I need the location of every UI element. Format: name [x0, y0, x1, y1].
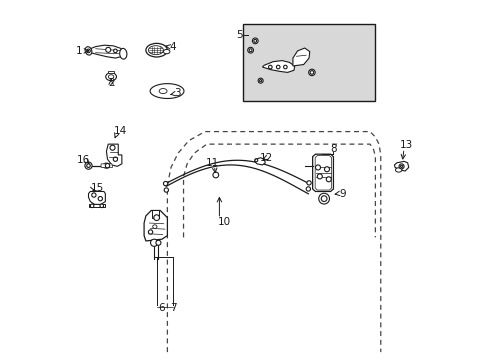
- Circle shape: [305, 187, 310, 191]
- Polygon shape: [88, 192, 105, 204]
- Polygon shape: [108, 71, 114, 73]
- Ellipse shape: [145, 43, 167, 57]
- Circle shape: [268, 65, 271, 69]
- Circle shape: [156, 240, 161, 245]
- Circle shape: [400, 165, 402, 167]
- Polygon shape: [312, 154, 333, 192]
- Text: 16: 16: [76, 155, 90, 165]
- Ellipse shape: [105, 73, 116, 81]
- Circle shape: [163, 181, 167, 186]
- Text: 3: 3: [170, 88, 181, 98]
- Text: 10: 10: [218, 217, 231, 227]
- Circle shape: [259, 80, 261, 82]
- Circle shape: [247, 47, 253, 53]
- Text: 12: 12: [260, 153, 273, 163]
- Circle shape: [283, 65, 286, 69]
- Circle shape: [212, 172, 218, 178]
- Circle shape: [276, 65, 280, 69]
- Text: 1: 1: [76, 46, 88, 56]
- Polygon shape: [152, 211, 159, 218]
- Circle shape: [317, 174, 322, 179]
- Text: 2: 2: [107, 78, 114, 88]
- Circle shape: [253, 40, 256, 42]
- Ellipse shape: [148, 46, 163, 55]
- Text: 11: 11: [205, 158, 219, 168]
- Circle shape: [90, 204, 94, 208]
- Text: 5: 5: [235, 30, 242, 40]
- Circle shape: [150, 239, 158, 246]
- Circle shape: [105, 47, 110, 52]
- Circle shape: [148, 230, 152, 234]
- Circle shape: [92, 193, 96, 197]
- Bar: [242, 24, 375, 101]
- Circle shape: [315, 165, 320, 170]
- Polygon shape: [394, 161, 408, 171]
- Circle shape: [252, 38, 258, 44]
- Circle shape: [258, 78, 263, 83]
- Ellipse shape: [102, 163, 110, 168]
- Text: 15: 15: [91, 183, 104, 193]
- Text: 13: 13: [399, 140, 412, 150]
- Polygon shape: [106, 144, 122, 166]
- Circle shape: [306, 181, 310, 185]
- Circle shape: [86, 164, 90, 167]
- Polygon shape: [292, 48, 309, 66]
- Polygon shape: [150, 84, 183, 99]
- Circle shape: [254, 159, 257, 162]
- Text: 9: 9: [339, 189, 346, 199]
- Circle shape: [85, 162, 92, 169]
- Circle shape: [110, 145, 115, 150]
- Polygon shape: [144, 211, 167, 241]
- Circle shape: [324, 167, 329, 172]
- Circle shape: [113, 49, 117, 53]
- Circle shape: [86, 49, 90, 53]
- Polygon shape: [101, 164, 112, 167]
- Ellipse shape: [152, 225, 157, 228]
- Circle shape: [105, 163, 109, 168]
- Ellipse shape: [159, 89, 167, 94]
- Circle shape: [153, 215, 159, 221]
- Ellipse shape: [395, 168, 401, 172]
- Circle shape: [98, 197, 102, 201]
- Circle shape: [325, 177, 330, 182]
- Circle shape: [113, 157, 117, 161]
- Ellipse shape: [163, 49, 169, 54]
- Text: 14: 14: [114, 126, 127, 135]
- Ellipse shape: [108, 75, 114, 79]
- Polygon shape: [254, 158, 265, 165]
- Circle shape: [249, 49, 251, 51]
- Circle shape: [318, 193, 329, 204]
- Polygon shape: [86, 45, 124, 58]
- Circle shape: [164, 188, 168, 192]
- Text: 6: 6: [158, 303, 164, 314]
- Polygon shape: [262, 60, 294, 72]
- Text: 4: 4: [165, 42, 176, 52]
- Ellipse shape: [120, 48, 126, 59]
- Polygon shape: [88, 204, 105, 207]
- Ellipse shape: [85, 47, 92, 55]
- Circle shape: [321, 196, 326, 202]
- Circle shape: [309, 71, 313, 74]
- Circle shape: [308, 69, 314, 76]
- Text: 8: 8: [329, 144, 336, 154]
- Polygon shape: [314, 156, 331, 190]
- Circle shape: [398, 164, 403, 169]
- Circle shape: [100, 204, 103, 208]
- Text: 7: 7: [170, 303, 177, 314]
